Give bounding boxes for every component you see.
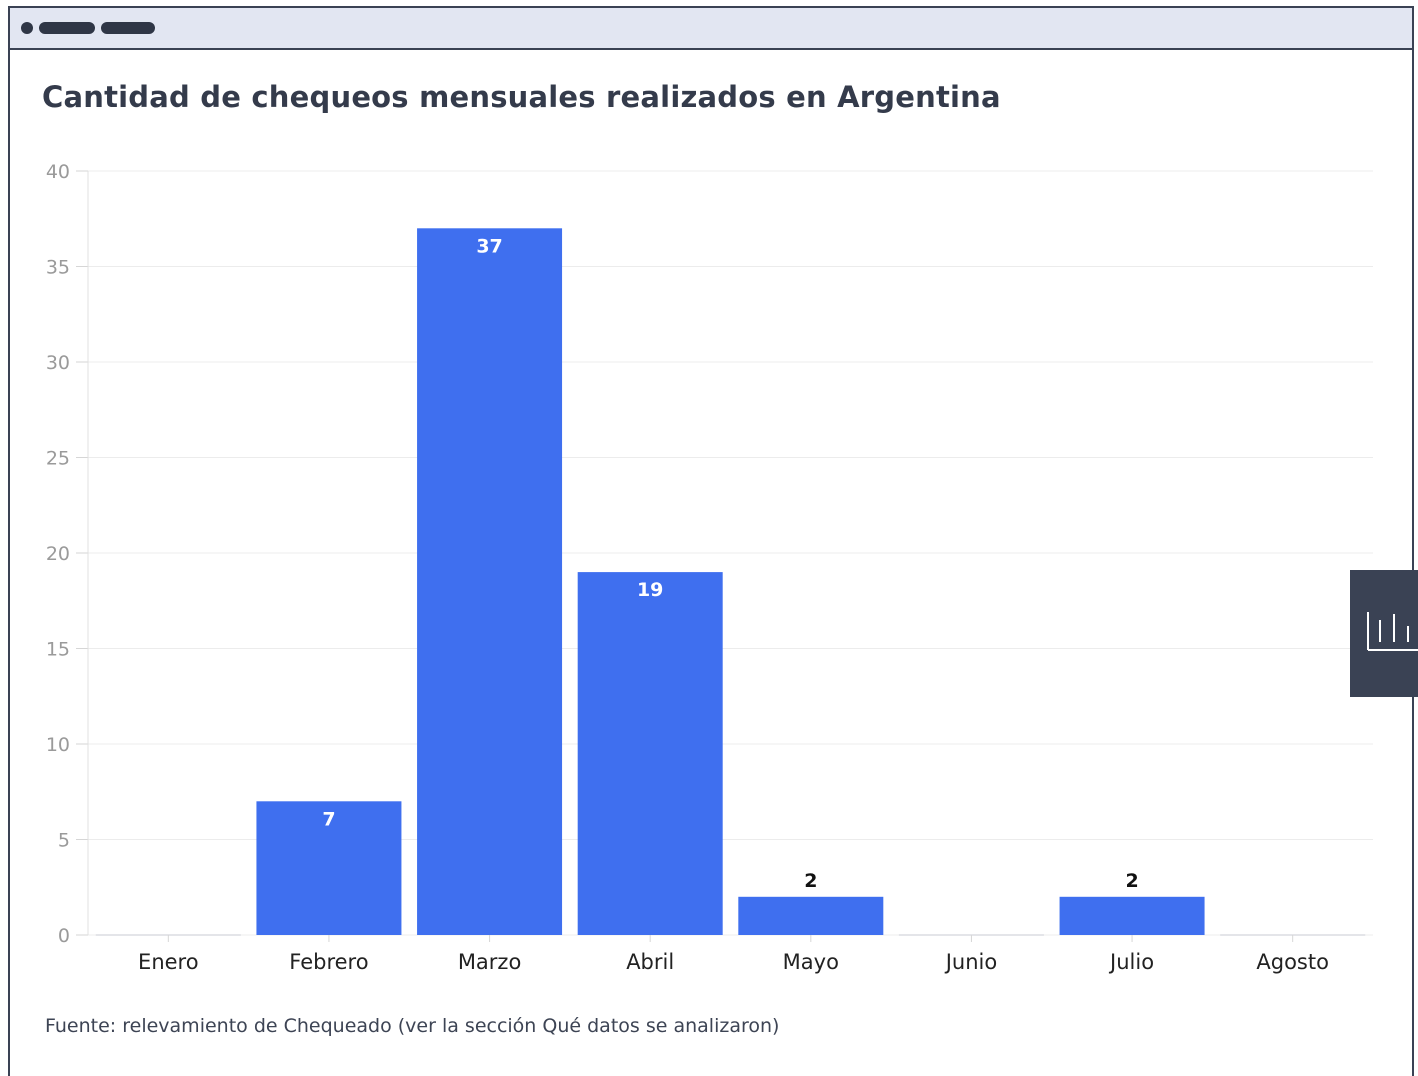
x-tick-label: Junio: [944, 950, 998, 974]
side-divider: [1412, 712, 1414, 1067]
y-tick-label: 0: [58, 925, 70, 947]
y-tick-label: 10: [46, 734, 70, 756]
chart-title: Cantidad de chequeos mensuales realizado…: [42, 80, 1001, 114]
data-label: 37: [476, 235, 502, 257]
bar-chart-icon: [1367, 612, 1418, 651]
bar: [738, 896, 884, 935]
data-label: 7: [322, 808, 335, 830]
x-tick-label: Agosto: [1256, 950, 1329, 974]
data-label: 2: [1125, 870, 1138, 892]
window-dot-decoration: [21, 22, 33, 34]
data-label: 19: [637, 579, 663, 601]
x-tick-label: Enero: [138, 950, 199, 974]
chart-view-button[interactable]: [1350, 570, 1418, 697]
x-tick-label: Julio: [1108, 950, 1154, 974]
x-tick-label: Marzo: [458, 950, 522, 974]
bar: [577, 572, 723, 935]
window-pill-decoration: [101, 22, 155, 34]
data-label: 2: [804, 870, 817, 892]
x-tick-label: Mayo: [783, 950, 839, 974]
bar: [256, 801, 402, 935]
x-tick-label: Febrero: [289, 950, 368, 974]
y-tick-label: 35: [46, 257, 70, 279]
window-titlebar: [10, 8, 1412, 50]
y-tick-label: 40: [46, 161, 70, 183]
bar: [1059, 896, 1205, 935]
y-tick-label: 15: [46, 639, 70, 661]
side-divider: [1412, 555, 1414, 570]
bar: [417, 228, 563, 936]
source-note: Fuente: relevamiento de Chequeado (ver l…: [45, 1015, 780, 1037]
y-tick-label: 25: [46, 448, 70, 470]
y-tick-label: 20: [46, 543, 70, 565]
x-tick-label: Abril: [626, 950, 674, 974]
window-pill-decoration: [39, 22, 95, 34]
y-tick-label: 5: [58, 830, 70, 852]
y-tick-label: 30: [46, 352, 70, 374]
